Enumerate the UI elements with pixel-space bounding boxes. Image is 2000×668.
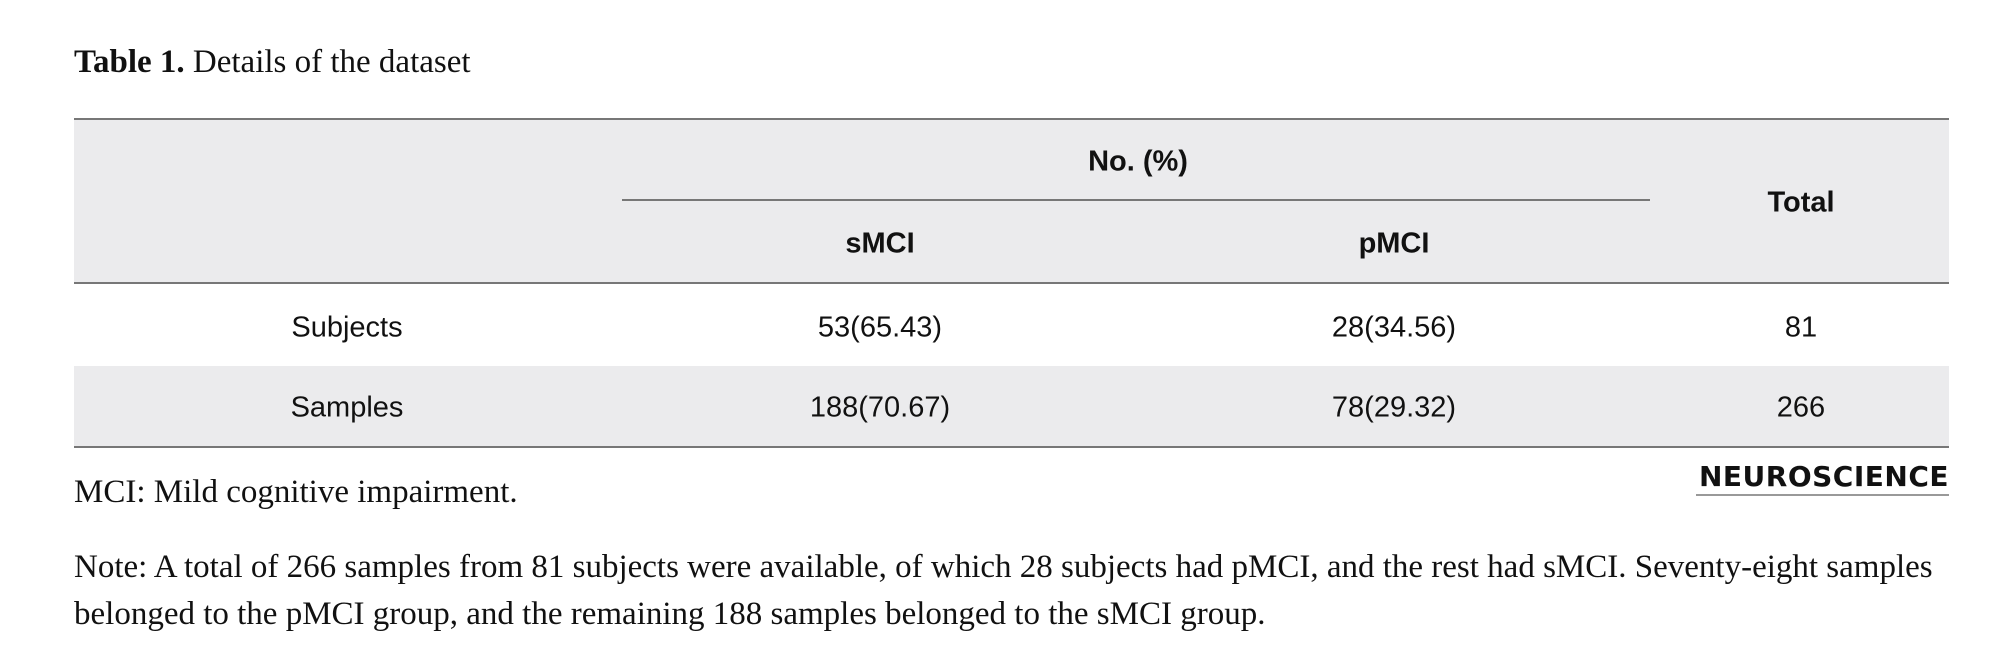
caption: Table 1. Details of the dataset [74,44,471,81]
cell: 78(29.32) [1331,391,1457,424]
footnote: MCI: Mild cognitive impairment. [74,474,518,510]
group-header: No. (%) [1088,145,1188,178]
note: Note: A total of 266 samples from 81 sub… [74,549,1933,632]
column-header: pMCI [1358,227,1430,260]
group-rule [622,199,1650,201]
bottom-rule [74,446,1949,448]
cell: 81 [1784,311,1818,344]
cell: 266 [1776,391,1826,424]
row-label: Subjects [291,311,403,344]
top-rule [74,118,1949,120]
caption-text: Details of the dataset [192,44,471,80]
logo: NEUROSCIENCE [1696,460,1949,496]
column-header: sMCI [845,227,915,260]
row-background [74,366,1949,446]
cell: 53(65.43) [817,311,943,344]
header-background [74,119,1949,283]
total-header: Total [1767,186,1835,219]
caption-label: Table 1. [74,44,185,80]
cell: 28(34.56) [1331,311,1457,344]
cell: 188(70.67) [809,391,951,424]
header-rule [74,282,1949,284]
row-label: Samples [290,391,404,424]
